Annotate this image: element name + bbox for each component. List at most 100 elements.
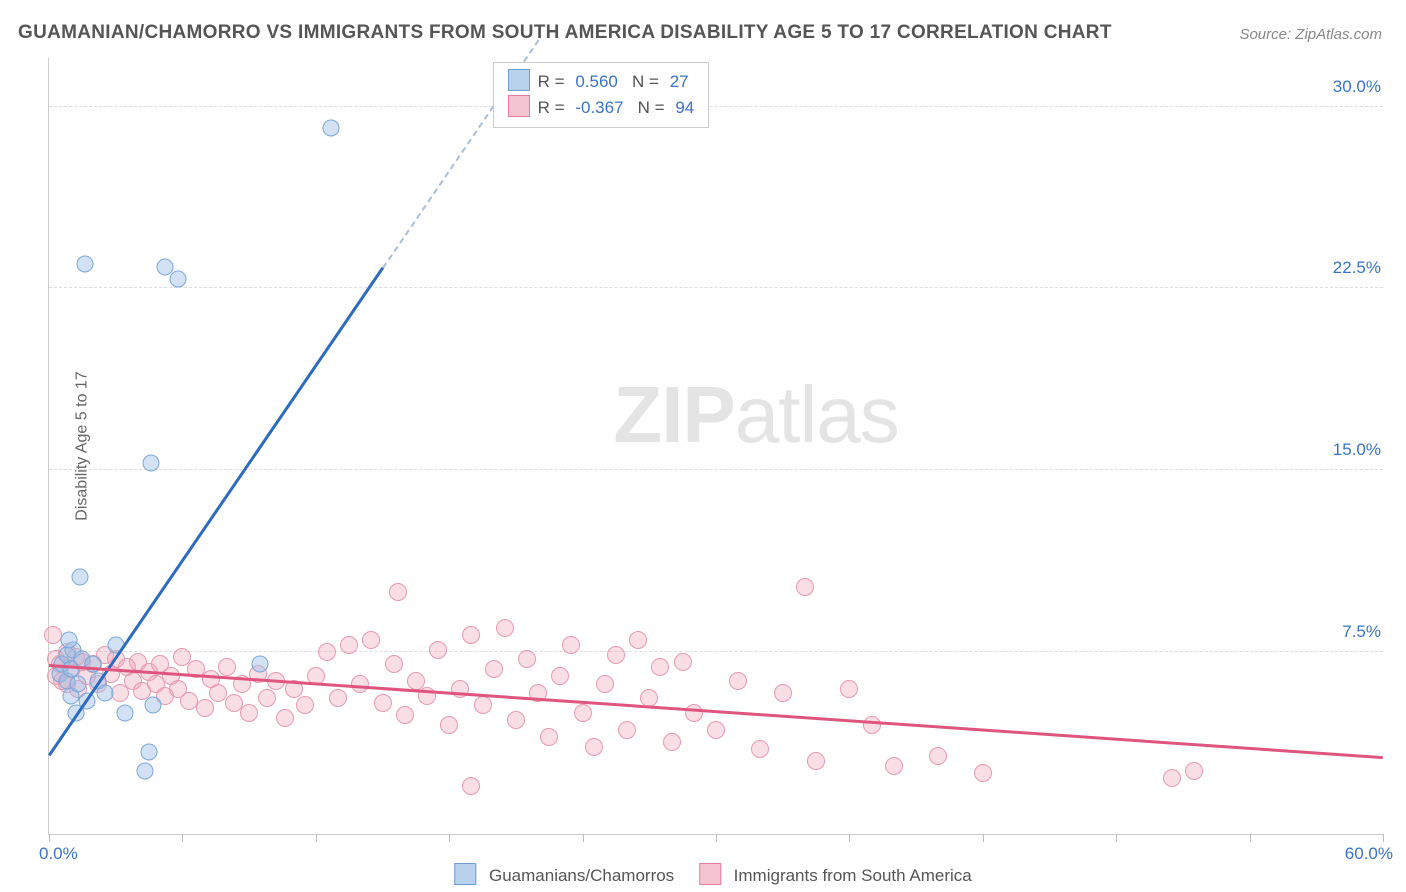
x-tick [983, 834, 984, 842]
scatter-point-pink [574, 704, 592, 722]
scatter-point-blue [69, 675, 86, 692]
x-tick [716, 834, 717, 842]
scatter-point-pink [885, 757, 903, 775]
scatter-point-pink [651, 658, 669, 676]
scatter-point-pink [729, 672, 747, 690]
y-tick-label: 30.0% [1329, 77, 1385, 97]
gridline-h [49, 106, 1383, 107]
legend-r-label: R = [538, 98, 570, 117]
scatter-point-pink [389, 583, 407, 601]
x-tick [849, 834, 850, 842]
scatter-point-pink [840, 680, 858, 698]
scatter-point-blue [169, 270, 186, 287]
x-tick [449, 834, 450, 842]
scatter-point-pink [462, 777, 480, 795]
x-tick [182, 834, 183, 842]
scatter-point-pink [562, 636, 580, 654]
scatter-point-pink [585, 738, 603, 756]
scatter-point-pink [707, 721, 725, 739]
source-attribution: Source: ZipAtlas.com [1239, 26, 1382, 43]
scatter-plot-area: ZIPatlas 7.5%15.0%22.5%30.0%0.0%60.0% [48, 58, 1383, 835]
x-tick [1383, 834, 1384, 842]
scatter-point-pink [340, 636, 358, 654]
gridline-h [49, 469, 1383, 470]
scatter-point-pink [374, 694, 392, 712]
y-tick-label: 22.5% [1329, 258, 1385, 278]
scatter-point-blue [72, 568, 89, 585]
scatter-point-blue [252, 656, 269, 673]
x-tick [316, 834, 317, 842]
scatter-point-pink [774, 684, 792, 702]
legend-n-value: 27 [670, 72, 689, 91]
gridline-h [49, 287, 1383, 288]
scatter-point-pink [551, 667, 569, 685]
scatter-point-pink [318, 643, 336, 661]
scatter-point-pink [507, 711, 525, 729]
legend-label-blue: Guamanians/Chamorros [489, 866, 674, 885]
scatter-point-pink [796, 578, 814, 596]
scatter-point-pink [629, 631, 647, 649]
scatter-point-blue [323, 120, 340, 137]
scatter-point-blue [136, 762, 153, 779]
scatter-point-pink [276, 709, 294, 727]
scatter-point-pink [329, 689, 347, 707]
scatter-point-pink [1185, 762, 1203, 780]
scatter-point-pink [429, 641, 447, 659]
scatter-point-blue [143, 454, 160, 471]
correlation-legend: R = 0.560 N = 27R = -0.367 N = 94 [493, 62, 710, 128]
scatter-point-pink [674, 653, 692, 671]
scatter-point-pink [751, 740, 769, 758]
scatter-point-pink [685, 704, 703, 722]
scatter-point-pink [663, 733, 681, 751]
x-tick [1116, 834, 1117, 842]
watermark: ZIPatlas [613, 369, 898, 461]
legend-n-label: N = [624, 98, 670, 117]
x-tick-label-min: 0.0% [39, 844, 78, 864]
scatter-point-pink [607, 646, 625, 664]
scatter-point-pink [474, 696, 492, 714]
legend-n-value: 94 [675, 98, 694, 117]
legend-label-pink: Immigrants from South America [734, 866, 972, 885]
x-tick [1250, 834, 1251, 842]
scatter-point-pink [258, 689, 276, 707]
scatter-point-blue [76, 256, 93, 273]
legend-r-value: -0.367 [575, 98, 623, 117]
scatter-point-blue [145, 697, 162, 714]
scatter-point-pink [974, 764, 992, 782]
y-tick-label: 7.5% [1338, 622, 1385, 642]
legend-swatch-pink [699, 863, 721, 885]
legend-r-value: 0.560 [575, 72, 618, 91]
scatter-point-pink [196, 699, 214, 717]
scatter-point-pink [1163, 769, 1181, 787]
scatter-point-blue [85, 656, 102, 673]
legend-bottom: Guamanians/Chamorros Immigrants from Sou… [434, 863, 971, 886]
legend-row: R = -0.367 N = 94 [508, 95, 695, 121]
scatter-point-pink [462, 626, 480, 644]
scatter-point-pink [296, 696, 314, 714]
scatter-point-pink [396, 706, 414, 724]
scatter-point-pink [218, 658, 236, 676]
scatter-point-pink [518, 650, 536, 668]
scatter-point-pink [362, 631, 380, 649]
chart-title: GUAMANIAN/CHAMORRO VS IMMIGRANTS FROM SO… [18, 22, 1112, 44]
legend-n-label: N = [618, 72, 664, 91]
scatter-point-pink [618, 721, 636, 739]
x-tick [583, 834, 584, 842]
scatter-point-blue [141, 743, 158, 760]
y-tick-label: 15.0% [1329, 440, 1385, 460]
scatter-point-pink [440, 716, 458, 734]
legend-swatch-blue [454, 863, 476, 885]
scatter-point-pink [807, 752, 825, 770]
legend-swatch [508, 95, 530, 117]
legend-row: R = 0.560 N = 27 [508, 69, 695, 95]
legend-r-label: R = [538, 72, 570, 91]
x-tick-label-max: 60.0% [1345, 844, 1393, 864]
scatter-point-pink [496, 619, 514, 637]
scatter-point-pink [485, 660, 503, 678]
scatter-point-pink [351, 675, 369, 693]
scatter-point-pink [240, 704, 258, 722]
gridline-h [49, 651, 1383, 652]
scatter-point-pink [596, 675, 614, 693]
x-tick [49, 834, 50, 842]
scatter-point-pink [385, 655, 403, 673]
